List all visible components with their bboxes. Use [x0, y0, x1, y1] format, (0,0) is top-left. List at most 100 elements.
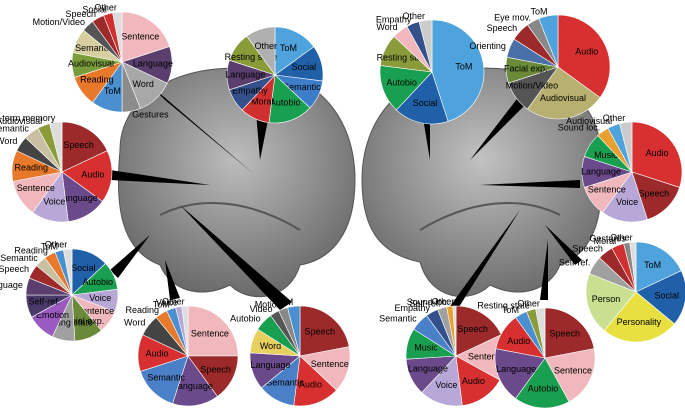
pie-slice — [431, 19, 485, 122]
slice-label: Audiovisual — [68, 58, 114, 68]
slice-label: Speech — [0, 264, 29, 274]
slice-label: Resting state — [40, 317, 93, 327]
slice-label: Social — [292, 62, 317, 72]
slice-label: Speech — [549, 328, 580, 338]
slice-label: Other — [94, 3, 117, 13]
slice-label: Voice — [156, 297, 178, 307]
slice-label: Sentence — [76, 306, 114, 316]
pie-slice — [379, 65, 433, 111]
slice-label: Social — [82, 5, 107, 15]
slice-label: Audiovisual — [540, 93, 586, 103]
slice-label: Gestures — [589, 233, 626, 243]
slice-label: Language — [581, 166, 621, 176]
slice-label: Music — [594, 150, 618, 160]
slice-label: Sentence — [468, 351, 506, 361]
slice-label: Eye mov. — [494, 12, 531, 22]
slice-label: Motion — [255, 300, 282, 310]
slice-label: ToM — [644, 260, 661, 270]
pie-slice — [49, 121, 63, 173]
slice-label: Empathy — [232, 85, 268, 95]
slice-label: Self-ref. — [409, 299, 441, 309]
slice-label: Language — [0, 280, 23, 290]
slice-label: Semantic — [379, 313, 417, 323]
slice-label: Motion/Video — [33, 17, 85, 27]
pie-slice — [418, 19, 433, 73]
slice-label: ToM — [41, 241, 58, 251]
pie-slice — [181, 305, 189, 357]
pie-slice — [557, 14, 611, 98]
slice-label: Autobio — [528, 383, 559, 393]
slice-label: Audio — [575, 47, 598, 57]
slice-label: Audio — [507, 336, 530, 346]
slice-label: Other — [603, 113, 626, 123]
pie-slice — [455, 305, 502, 357]
pie-slice — [494, 348, 546, 399]
slice-label: Audio — [462, 376, 485, 386]
pie-slice — [585, 273, 637, 331]
slice-label: Resting state — [377, 53, 430, 63]
slice-label: Sentence — [311, 359, 349, 369]
slice-label: Reading — [14, 162, 48, 172]
slice-label: Autobio — [270, 97, 301, 107]
slice-label: Reading — [80, 75, 114, 85]
slice-label: Voice — [43, 196, 65, 206]
slice-label: Other — [610, 232, 633, 242]
slice-label: Language — [173, 381, 213, 391]
slice-label: Language — [225, 69, 265, 79]
slice-label: ToM — [276, 297, 293, 307]
slice-label: Voice — [616, 197, 638, 207]
pie-slice — [515, 357, 570, 409]
slice-label: Language — [408, 364, 448, 374]
pie-slice — [452, 305, 457, 357]
slice-label: Audiovisual — [566, 116, 612, 126]
slice-label: Resting state — [225, 52, 278, 62]
slice-label: Word — [376, 22, 397, 32]
slice-label: Reading — [14, 246, 48, 256]
slice-label: Person — [592, 294, 621, 304]
slice-label: Facial exp. — [504, 63, 548, 73]
slice-label: Semantic — [266, 378, 304, 388]
slice-label: Sound loc. — [407, 297, 450, 307]
pie-slice — [63, 248, 73, 296]
pie-slice — [287, 305, 301, 357]
slice-label: Speech — [457, 324, 488, 334]
slice-label: Speech — [200, 364, 231, 374]
slice-label: Sound loc. — [558, 123, 601, 133]
slice-label: Language — [250, 360, 290, 370]
slice-label: Video — [250, 304, 273, 314]
pointers — [110, 85, 582, 320]
slice-label: Autobio — [230, 313, 261, 323]
slice-label: Audiovisual — [0, 116, 42, 126]
slice-label: Self-ref. — [559, 257, 591, 267]
slice-label: Emotion — [36, 310, 69, 320]
slice-label: Moral — [251, 96, 274, 106]
slice-label: Language — [58, 193, 98, 203]
pie-slice — [544, 307, 595, 359]
slice-label: ToM — [530, 6, 547, 16]
slice-label: Semantic — [0, 253, 38, 263]
slice-label: Autobio — [386, 77, 417, 87]
slice-label: Sentence — [191, 328, 229, 338]
slice-label: Reading — [126, 305, 160, 315]
slice-label: Social — [654, 290, 679, 300]
pie-slice — [535, 307, 546, 359]
slice-label: Music — [414, 343, 438, 353]
slice-label: Speech — [65, 9, 96, 19]
slice-label: Word — [124, 317, 145, 327]
slice-label: Speech — [63, 140, 94, 150]
slice-label: Other — [162, 296, 185, 306]
pie-slice — [635, 241, 682, 293]
slice-label: Moral — [594, 236, 617, 246]
slice-label: Word — [0, 136, 17, 146]
slice-label: Social — [71, 263, 96, 273]
pie-slice — [631, 121, 683, 188]
pie-slice — [603, 291, 675, 343]
slice-label: Voice — [89, 293, 111, 303]
slice-label: Audio — [146, 348, 169, 358]
pie-slice — [538, 14, 559, 68]
slice-label: Speech — [304, 326, 335, 336]
pie-slice — [395, 71, 449, 125]
slice-label: ToM — [153, 300, 170, 310]
pie-slice — [246, 26, 276, 76]
